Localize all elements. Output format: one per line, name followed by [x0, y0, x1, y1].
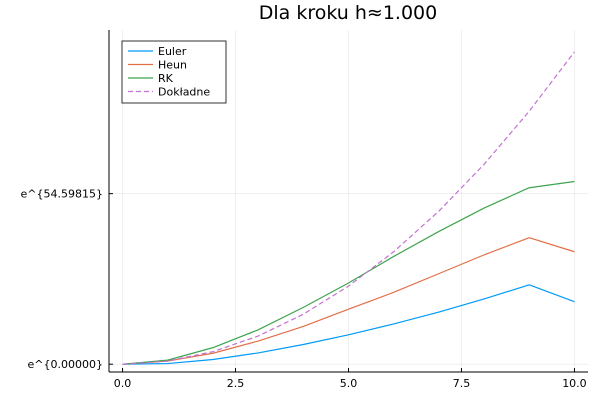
- tick-labels: 0.0 2.5 5.0 7.5 10.0 e^{0.00000} e^{54.59815}: [21, 188, 587, 390]
- legend-label: RK: [158, 72, 174, 85]
- x-tick-label: 10.0: [562, 377, 587, 390]
- legend-label: Euler: [158, 45, 187, 58]
- series-line-2: [122, 237, 575, 365]
- chart-title: Dla kroku h≈1.000: [259, 2, 437, 24]
- y-tick-label: e^{0.00000}: [28, 358, 103, 371]
- series-line-1: [122, 284, 575, 365]
- grid: [109, 30, 588, 372]
- legend-label: Heun: [158, 59, 187, 72]
- x-tick-label: 5.0: [340, 377, 358, 390]
- series-lines: [122, 51, 575, 365]
- y-tick-label: e^{54.59815}: [21, 188, 103, 201]
- series-line-4: [122, 51, 575, 365]
- x-tick-label: 2.5: [227, 377, 245, 390]
- legend-label: Dokładne: [158, 86, 210, 99]
- series-line-3: [122, 180, 575, 365]
- axes: [108, 30, 588, 373]
- x-tick-label: 0.0: [114, 377, 132, 390]
- x-tick-label: 7.5: [453, 377, 471, 390]
